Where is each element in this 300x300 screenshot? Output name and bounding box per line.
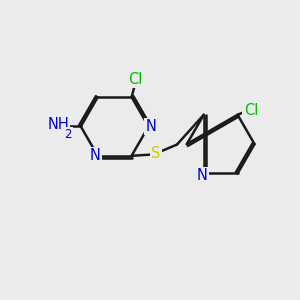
Text: S: S xyxy=(151,146,160,161)
Text: Cl: Cl xyxy=(128,72,142,87)
Text: N: N xyxy=(197,168,208,183)
Text: Cl: Cl xyxy=(244,103,258,118)
Text: N: N xyxy=(90,148,101,163)
Text: 2: 2 xyxy=(64,128,72,141)
Text: NH: NH xyxy=(47,117,69,132)
Text: N: N xyxy=(146,119,156,134)
